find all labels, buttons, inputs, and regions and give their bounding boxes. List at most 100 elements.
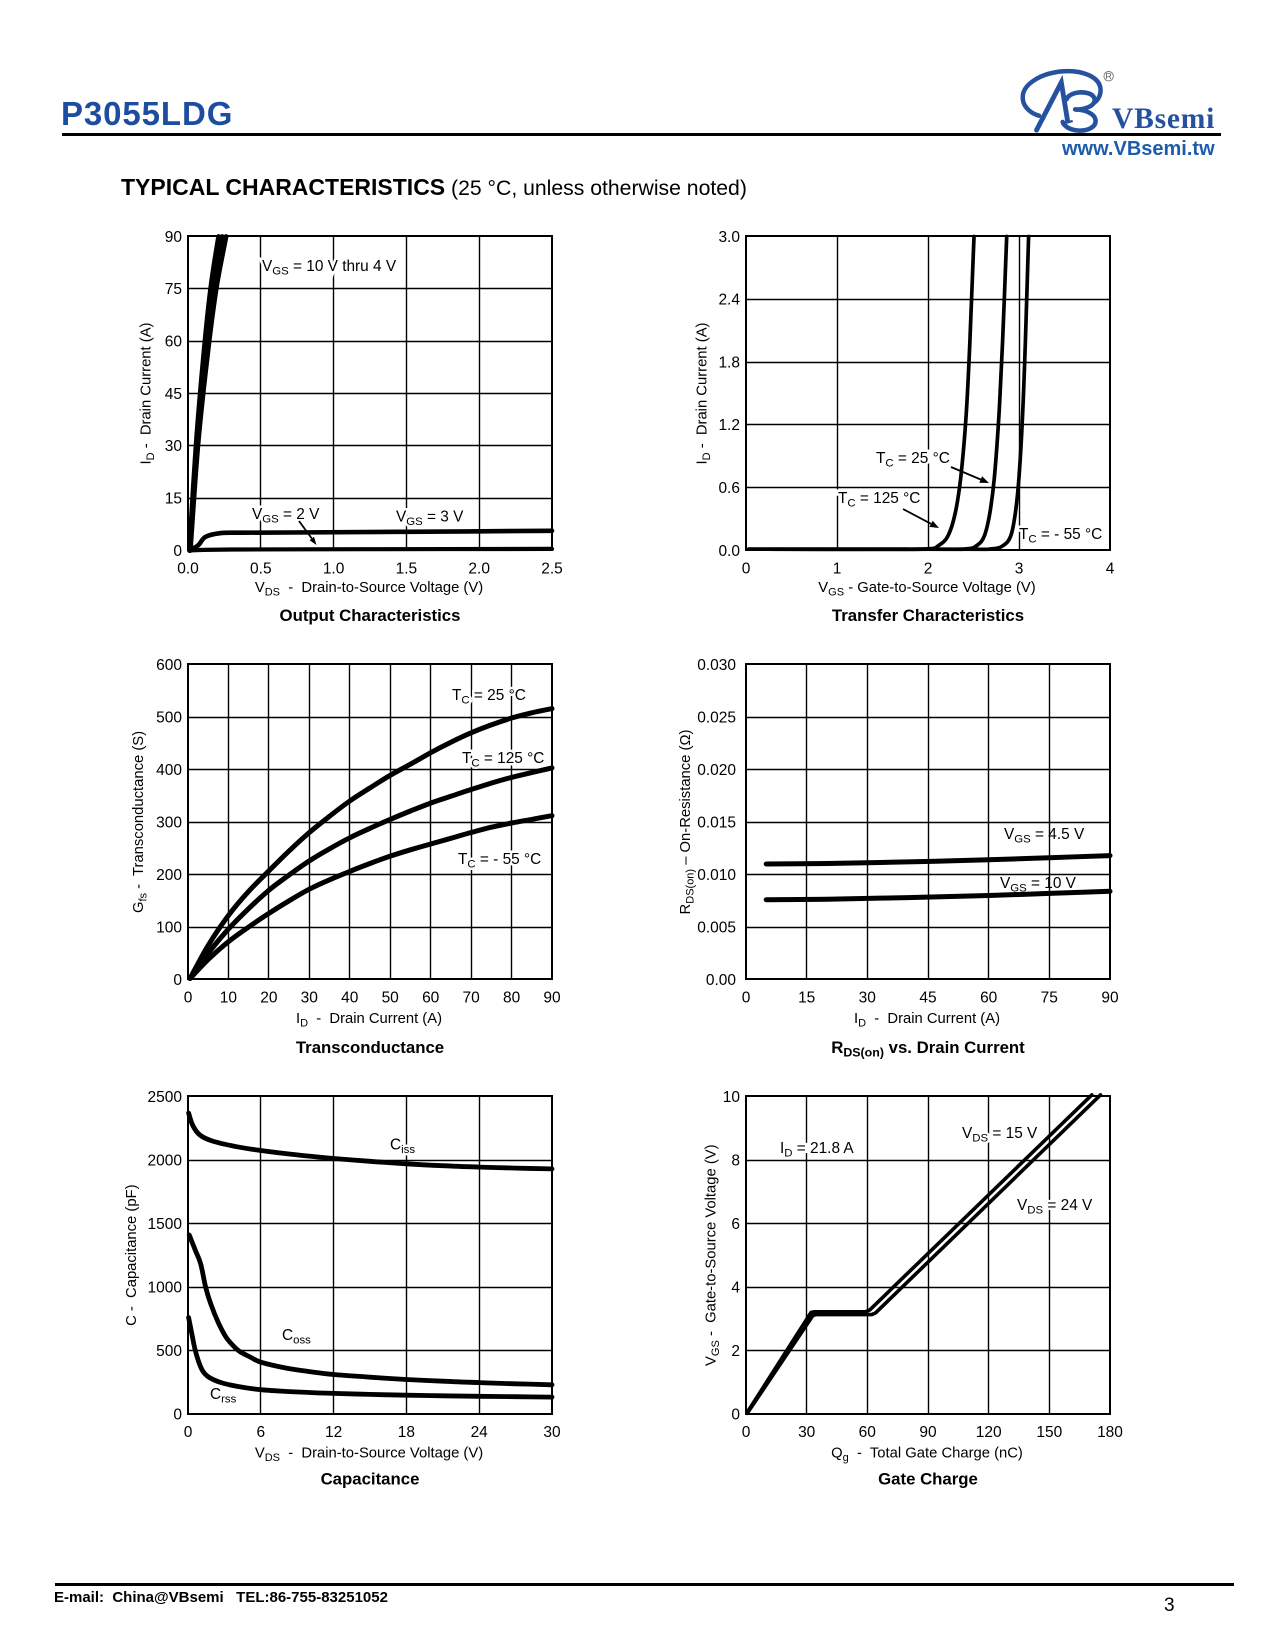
svg-text:VGS​ = 2 V: VGS​ = 2 V — [252, 506, 320, 526]
svg-text:180: 180 — [1097, 1424, 1123, 1441]
svg-text:TC​ = - 55 °C: TC​ = - 55 °C — [458, 851, 541, 871]
svg-text:0: 0 — [184, 990, 193, 1007]
svg-text:12: 12 — [325, 1424, 342, 1441]
svg-text:80: 80 — [503, 990, 521, 1007]
svg-text:90: 90 — [919, 1424, 937, 1441]
svg-text:60: 60 — [165, 334, 183, 351]
svg-text:0.010: 0.010 — [697, 867, 736, 884]
svg-text:30: 30 — [165, 438, 183, 455]
svg-text:2: 2 — [924, 561, 933, 578]
svg-text:0: 0 — [173, 543, 182, 560]
svg-text:R: R — [1106, 71, 1112, 81]
svg-text:ID​ - Drain Current (A): ID​ - Drain Current (A) — [854, 1011, 1000, 1030]
svg-text:TC​ = - 55 °C: TC​ = - 55 °C — [1019, 526, 1102, 546]
svg-text:90: 90 — [543, 990, 561, 1007]
svg-text:6: 6 — [256, 1424, 265, 1441]
svg-text:VGS​ = 10 V: VGS​ = 10 V — [1000, 875, 1077, 895]
svg-text:30: 30 — [543, 1424, 561, 1441]
svg-text:VDS​ - Drain-to-Source Volta: VDS​ - Drain-to-Source Voltage (V) — [255, 1446, 483, 1465]
svg-text:TC​ = - 55 °C: TC​ = - 55 °C — [1019, 526, 1102, 546]
svg-text:TC​ = 25 °C: TC​ = 25 °C — [876, 450, 950, 470]
svg-text:Coss​: Coss​ — [282, 1327, 311, 1347]
svg-text:Transconductance: Transconductance — [296, 1038, 444, 1057]
svg-text:15: 15 — [165, 491, 182, 508]
svg-text:Crss​: Crss​ — [210, 1386, 237, 1406]
svg-text:1.5: 1.5 — [396, 561, 418, 578]
svg-text:200: 200 — [156, 867, 182, 884]
svg-text:70: 70 — [462, 990, 480, 1007]
svg-text:400: 400 — [156, 762, 182, 779]
svg-text:TC​ = 125 °C: TC​ = 125 °C — [462, 750, 544, 770]
svg-text:60: 60 — [422, 990, 440, 1007]
svg-text:VDS​ = 24 V: VDS​ = 24 V — [1017, 1197, 1093, 1217]
svg-text:150: 150 — [1036, 1424, 1062, 1441]
svg-text:VDS​ = 15 V: VDS​ = 15 V — [962, 1125, 1038, 1145]
svg-text:VDS​ = 15 V: VDS​ = 15 V — [962, 1125, 1038, 1145]
svg-text:100: 100 — [156, 919, 182, 936]
svg-text:VGS​ - Gate-to-Source Voltage: VGS​ - Gate-to-Source Voltage (V) — [704, 1144, 723, 1366]
svg-text:10: 10 — [723, 1089, 741, 1106]
svg-text:VDS​ = 24 V: VDS​ = 24 V — [1017, 1197, 1093, 1217]
svg-text:30: 30 — [301, 990, 319, 1007]
svg-text:60: 60 — [859, 1424, 877, 1441]
svg-text:20: 20 — [260, 990, 278, 1007]
svg-text:1: 1 — [833, 561, 842, 578]
svg-text:C - Capacitance (pF): C - Capacitance (pF) — [124, 1184, 140, 1326]
svg-text:TC​ = 125 °C: TC​ = 125 °C — [838, 490, 920, 510]
svg-text:TC​ = 125 °C: TC​ = 125 °C — [838, 490, 920, 510]
svg-text:90: 90 — [165, 229, 183, 246]
svg-text:120: 120 — [976, 1424, 1002, 1441]
svg-text:15: 15 — [798, 990, 815, 1007]
svg-text:RDS(on)​ vs. Drain Current: RDS(on)​ vs. Drain Current — [831, 1038, 1025, 1060]
svg-text:0.030: 0.030 — [697, 657, 736, 674]
svg-text:Output Characteristics: Output Characteristics — [280, 606, 461, 625]
svg-text:TC​ = 25 °C: TC​ = 25 °C — [876, 450, 950, 470]
svg-text:30: 30 — [859, 990, 877, 1007]
svg-text:Gate Charge: Gate Charge — [878, 1470, 978, 1489]
svg-text:300: 300 — [156, 814, 182, 831]
svg-text:2.5: 2.5 — [541, 561, 563, 578]
svg-text:0: 0 — [742, 561, 751, 578]
svg-text:8: 8 — [731, 1152, 740, 1169]
svg-text:1.2: 1.2 — [718, 417, 740, 434]
svg-text:500: 500 — [156, 709, 182, 726]
svg-text:VGS​ = 3 V: VGS​ = 3 V — [396, 509, 464, 529]
svg-text:RDS(on)​ – On-Resistance (Ω): RDS(on)​ – On-Resistance (Ω) — [678, 729, 697, 914]
svg-text:VGS​ = 10 V thru 4 V: VGS​ = 10 V thru 4 V — [262, 258, 397, 278]
svg-text:45: 45 — [165, 386, 182, 403]
svg-text:2.0: 2.0 — [468, 561, 490, 578]
svg-text:0.025: 0.025 — [697, 709, 736, 726]
svg-text:2500: 2500 — [148, 1089, 183, 1106]
svg-text:90: 90 — [1101, 990, 1119, 1007]
svg-text:50: 50 — [382, 990, 400, 1007]
svg-text:500: 500 — [156, 1343, 182, 1360]
svg-text:VGS​ = 2 V: VGS​ = 2 V — [252, 506, 320, 526]
svg-text:TC​ = 25 °C: TC​ = 25 °C — [452, 687, 526, 707]
svg-text:1.8: 1.8 — [718, 354, 740, 371]
svg-text:Crss​: Crss​ — [210, 1386, 237, 1406]
svg-text:Qg​ - Total Gate Charge (nC): Qg​ - Total Gate Charge (nC) — [831, 1446, 1023, 1465]
svg-text:0.005: 0.005 — [697, 919, 736, 936]
svg-text:2000: 2000 — [148, 1152, 183, 1169]
svg-text:1.0: 1.0 — [323, 561, 345, 578]
svg-text:4: 4 — [731, 1279, 740, 1296]
svg-text:ID​ = 21.8 A: ID​ = 21.8 A — [780, 1140, 854, 1160]
svg-text:ID​ = 21.8 A: ID​ = 21.8 A — [780, 1140, 854, 1160]
svg-text:Capacitance: Capacitance — [321, 1470, 420, 1489]
svg-text:2: 2 — [731, 1343, 740, 1360]
svg-text:VDS​ - Drain-to-Source Volta: VDS​ - Drain-to-Source Voltage (V) — [255, 580, 483, 599]
svg-text:3: 3 — [1015, 561, 1024, 578]
svg-text:60: 60 — [980, 990, 998, 1007]
svg-text:VGS​ = 3 V: VGS​ = 3 V — [396, 509, 464, 529]
svg-text:18: 18 — [398, 1424, 415, 1441]
svg-text:ID​ - Drain Current (A): ID​ - Drain Current (A) — [296, 1011, 442, 1030]
svg-text:0.020: 0.020 — [697, 762, 736, 779]
svg-text:75: 75 — [165, 281, 182, 298]
svg-text:TC​ = 25 °C: TC​ = 25 °C — [452, 687, 526, 707]
svg-text:4: 4 — [1106, 561, 1115, 578]
svg-text:0.015: 0.015 — [697, 814, 736, 831]
svg-text:0: 0 — [731, 1406, 740, 1423]
svg-text:TC​ = - 55 °C: TC​ = - 55 °C — [458, 851, 541, 871]
svg-text:Ciss​: Ciss​ — [390, 1137, 415, 1157]
svg-text:1000: 1000 — [148, 1279, 183, 1296]
